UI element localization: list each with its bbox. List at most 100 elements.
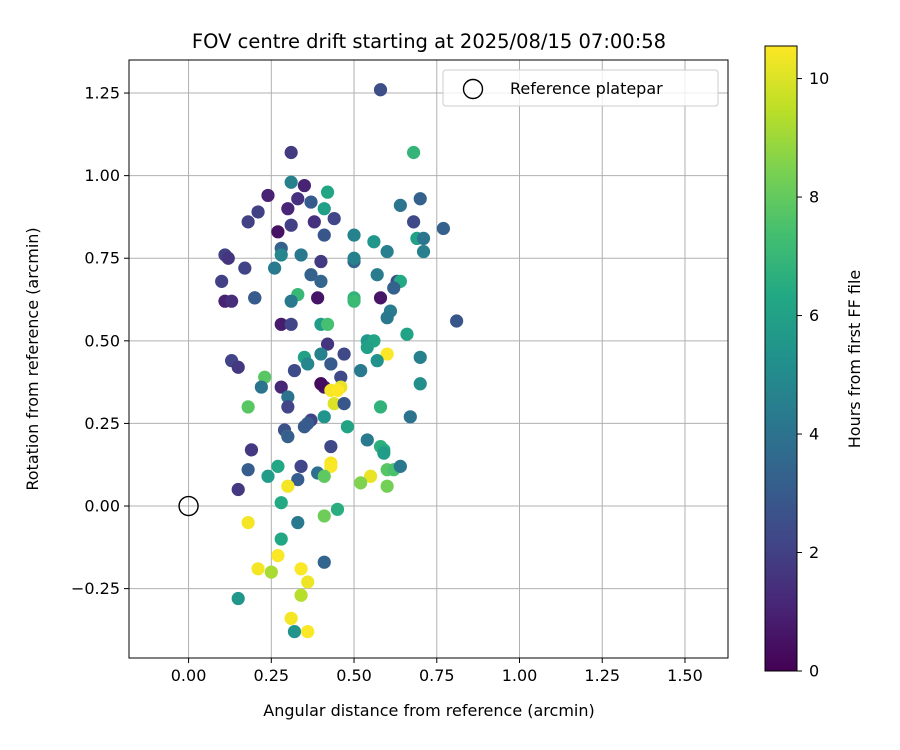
data-point	[317, 202, 331, 216]
data-point	[281, 430, 295, 444]
data-point	[307, 215, 321, 229]
data-point	[363, 469, 378, 483]
data-point	[373, 83, 388, 97]
data-point	[337, 397, 351, 411]
x-tick-label: 0.25	[253, 666, 289, 685]
plot-frame	[128, 59, 729, 659]
data-point	[244, 443, 259, 457]
data-point	[360, 340, 374, 355]
data-point	[241, 463, 255, 477]
data-point	[281, 390, 295, 404]
y-tick-label: 0.25	[84, 414, 120, 433]
data-point	[370, 268, 384, 282]
data-point	[450, 314, 464, 328]
data-point	[241, 400, 255, 414]
data-point	[380, 479, 394, 493]
legend: Reference platepar	[442, 69, 719, 107]
data-point	[258, 370, 272, 384]
data-point	[373, 291, 388, 305]
data-point	[271, 548, 285, 563]
data-point	[304, 268, 318, 282]
data-point	[413, 350, 427, 364]
data-point	[314, 377, 328, 391]
data-point	[284, 611, 298, 625]
y-tick-label: 0.75	[84, 249, 120, 268]
x-axis-label: Angular distance from reference (arcmin)	[263, 701, 594, 720]
data-point	[380, 245, 394, 259]
y-tick-label: 0.00	[84, 497, 120, 516]
y-tick-label: 1.00	[84, 166, 120, 185]
y-axis-label: Rotation from reference (arcmin)	[23, 227, 42, 490]
data-point	[314, 254, 328, 269]
data-point	[327, 397, 341, 411]
data-point	[297, 178, 311, 193]
data-point	[317, 469, 331, 483]
y-axis-ticks: −0.25 0.00 0.25 0.50 0.75 1.00 1.25	[71, 84, 129, 598]
data-point	[274, 532, 288, 546]
data-point	[373, 400, 388, 414]
data-point	[274, 380, 288, 394]
data-point	[347, 294, 361, 308]
data-point	[284, 317, 298, 331]
data-point	[294, 588, 308, 602]
data-point	[281, 202, 295, 216]
data-point	[436, 221, 450, 236]
data-point	[340, 420, 355, 434]
colorbar: 0 2 4 6 8 10 Hours from first FF file	[764, 45, 864, 681]
data-point	[314, 347, 328, 361]
data-point	[317, 410, 331, 424]
data-point	[416, 231, 431, 246]
data-point	[337, 347, 351, 361]
legend-label: Reference platepar	[510, 79, 663, 98]
data-point	[330, 383, 345, 397]
colorbar-label: Hours from first FF file	[845, 270, 864, 449]
data-point	[281, 479, 295, 493]
chart-title: FOV centre drift starting at 2025/08/15 …	[192, 30, 666, 53]
data-point	[274, 317, 288, 331]
x-axis-ticks: 0.00 0.25 0.50 0.75 1.00 1.25 1.50	[171, 658, 703, 685]
data-point	[354, 363, 368, 378]
data-point	[248, 291, 262, 305]
data-point	[238, 261, 252, 275]
data-point	[261, 188, 275, 203]
data-point	[324, 459, 338, 473]
data-point	[317, 509, 331, 523]
data-point	[294, 459, 308, 473]
y-tick-label: 1.25	[84, 84, 120, 103]
data-points	[215, 83, 464, 639]
data-point	[347, 251, 361, 265]
data-point	[284, 218, 298, 232]
data-point	[294, 248, 308, 262]
data-point	[407, 145, 421, 160]
data-point	[311, 291, 325, 305]
x-tick-label: 1.25	[584, 666, 620, 685]
data-point	[268, 261, 282, 275]
data-point	[291, 472, 305, 487]
colorbar-tick-label: 6	[809, 306, 819, 325]
y-tick-label: 0.50	[84, 331, 120, 350]
data-point	[354, 476, 368, 490]
data-point	[380, 347, 394, 361]
data-point	[330, 502, 345, 516]
data-point	[241, 515, 255, 530]
x-tick-label: 0.50	[336, 666, 372, 685]
data-point	[251, 205, 265, 219]
data-point	[287, 363, 302, 378]
data-point	[271, 225, 285, 239]
legend-marker	[462, 78, 484, 100]
data-point	[231, 360, 245, 374]
data-point	[413, 192, 427, 206]
x-tick-label: 0.00	[171, 666, 207, 685]
data-point	[407, 215, 421, 229]
data-point	[261, 469, 275, 483]
data-point	[416, 245, 431, 259]
data-point	[320, 317, 335, 331]
data-point	[327, 211, 341, 226]
data-point	[301, 624, 315, 639]
data-point	[274, 248, 288, 262]
data-point	[215, 274, 229, 288]
data-point	[271, 459, 285, 473]
data-point	[284, 145, 298, 160]
colorbar-tick-label: 4	[809, 425, 819, 444]
